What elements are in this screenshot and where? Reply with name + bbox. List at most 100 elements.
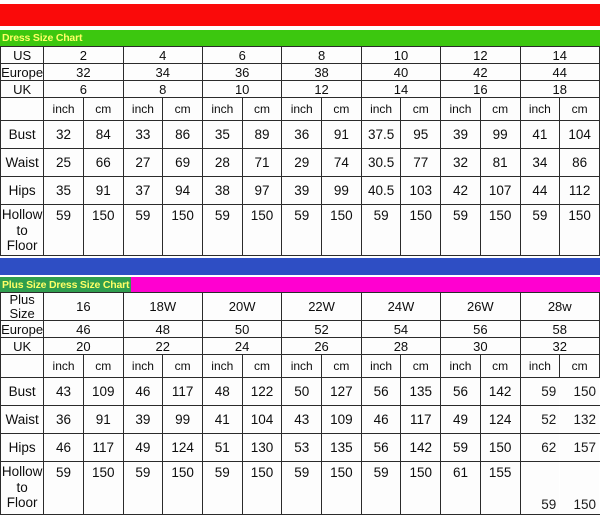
table-row-units: inch cm inch cm inch cm inch cm inch cm … — [0, 354, 600, 379]
uk-size-cell: 26 — [281, 337, 362, 356]
hips-inch: 46 — [43, 433, 84, 463]
unit-header-cm: cm — [321, 354, 362, 379]
uk-size-cell: 12 — [281, 80, 362, 98]
hollow-inch: 59 — [43, 461, 84, 516]
plus-size-cell: 16 — [43, 291, 124, 322]
hollow-cm: 150 — [400, 461, 442, 516]
hips-cm: 91 — [82, 176, 124, 205]
hips-inch: 37 — [122, 176, 164, 205]
bust-inch: 43 — [43, 377, 84, 407]
us-size-cell: 14 — [519, 46, 600, 64]
unit-header-cm: cm — [82, 97, 124, 121]
uk-size-cell: 20 — [43, 337, 124, 356]
unit-header-inch: inch — [440, 97, 481, 121]
hollow-inch: 59 — [201, 204, 243, 256]
bust-cm: 117 — [162, 377, 203, 407]
waist-cm: 124 — [479, 405, 521, 435]
hips-inch: 51 — [201, 433, 243, 463]
hollow-inch: 59 — [43, 204, 84, 256]
bust-inch: 56 — [360, 377, 402, 407]
bust-inch: 48 — [201, 377, 243, 407]
hollow-cm: 150 — [321, 461, 362, 516]
unit-header-inch: inch — [440, 354, 481, 379]
row-label-waist: Waist — [0, 148, 45, 177]
bust-inch: 41 — [519, 120, 561, 149]
unit-header-inch: inch — [122, 354, 164, 379]
hollow-inch: 61 — [440, 461, 481, 516]
waist-inch: 27 — [122, 148, 164, 177]
bust-cm: 84 — [82, 120, 124, 149]
row-label-uk: UK — [0, 337, 45, 356]
unit-header-inch: inch — [122, 97, 164, 121]
waist-inch: 46 — [360, 405, 402, 435]
row-label-waist: Waist — [0, 405, 45, 435]
europe-size-cell: 44 — [519, 63, 600, 81]
uk-size-cell: 30 — [440, 337, 521, 356]
hollow-inch: 59 — [440, 204, 481, 256]
europe-size-cell: 46 — [43, 320, 124, 339]
row-label-hips: Hips — [0, 433, 45, 463]
unit-header-cm: cm — [400, 97, 442, 121]
table-row-uk: UK 20 22 24 26 28 30 32 — [0, 337, 600, 356]
bust-inch: 39 — [440, 120, 481, 149]
uk-size-cell: 22 — [122, 337, 203, 356]
waist-cm: 117 — [400, 405, 442, 435]
table-row-us: US 2 4 6 8 10 12 14 — [0, 46, 600, 64]
row-label-europe: Europe — [0, 320, 45, 339]
bust-cm: 104 — [559, 120, 600, 149]
unit-header-cm: cm — [162, 354, 203, 379]
us-size-cell: 2 — [43, 46, 124, 64]
plus-label-line2: Size — [9, 305, 35, 321]
uk-size-cell: 8 — [122, 80, 203, 98]
uk-size-cell: 18 — [519, 80, 600, 98]
europe-size-cell: 40 — [360, 63, 442, 81]
table-row-hollow-to-floor: Hollow to Floor 59 150 59 150 59 150 59 1… — [0, 204, 600, 256]
hollow-cm: 150 — [559, 204, 600, 256]
waist-cm: 71 — [241, 148, 283, 177]
unit-header-inch: inch — [201, 354, 243, 379]
hips-inch: 62 — [519, 433, 560, 463]
bust-inch: 37.5 — [360, 120, 402, 149]
waist-inch: 28 — [201, 148, 243, 177]
row-label-bust: Bust — [0, 120, 45, 149]
bust-cm: 91 — [321, 120, 362, 149]
uk-size-cell: 24 — [201, 337, 283, 356]
row-label-uk: UK — [0, 80, 45, 98]
hips-inch: 39 — [281, 176, 323, 205]
plus-size-cell: 26W — [440, 291, 521, 322]
waist-cm: 77 — [400, 148, 442, 177]
waist-inch: 32 — [440, 148, 481, 177]
waist-cm: 132 — [559, 405, 600, 435]
uk-size-cell: 6 — [43, 80, 124, 98]
waist-inch: 36 — [43, 405, 84, 435]
unit-header-cm: cm — [559, 354, 600, 379]
bust-inch: 59 — [519, 377, 560, 407]
europe-size-cell: 34 — [122, 63, 203, 81]
plus-size-cell: 20W — [201, 291, 283, 322]
table-row-hips: Hips 35 91 37 94 38 97 39 99 40.5 103 42… — [0, 176, 600, 205]
waist-inch: 30.5 — [360, 148, 402, 177]
unit-header-inch: inch — [519, 354, 561, 379]
hips-inch: 44 — [519, 176, 561, 205]
unit-header-cm: cm — [479, 97, 521, 121]
bust-inch: 56 — [440, 377, 481, 407]
hips-inch: 42 — [440, 176, 481, 205]
hips-inch: 35 — [43, 176, 84, 205]
plus-size-cell: 18W — [122, 291, 203, 322]
hips-cm: 130 — [241, 433, 283, 463]
dress-size-table: US 2 4 6 8 10 12 14 Europe 32 34 36 38 4… — [0, 46, 600, 256]
hollow-label-line2: to Floor — [6, 222, 38, 254]
bust-cm: 122 — [241, 377, 283, 407]
unit-header-inch: inch — [201, 97, 243, 121]
table-row-hollow-to-floor: Hollow to Floor 59 150 59 150 59 150 59 1… — [0, 461, 600, 516]
bust-inch: 32 — [43, 120, 84, 149]
hollow-cm: 150 — [479, 204, 521, 256]
bust-inch: 46 — [122, 377, 164, 407]
row-label-hollow-to-floor: Hollow to Floor — [0, 461, 45, 516]
unit-header-inch: inch — [519, 97, 561, 121]
hollow-cm: 150 — [241, 461, 283, 516]
hollow-cm: 150 — [559, 461, 600, 516]
waist-inch: 39 — [122, 405, 164, 435]
waist-cm: 74 — [321, 148, 362, 177]
waist-cm: 66 — [82, 148, 124, 177]
